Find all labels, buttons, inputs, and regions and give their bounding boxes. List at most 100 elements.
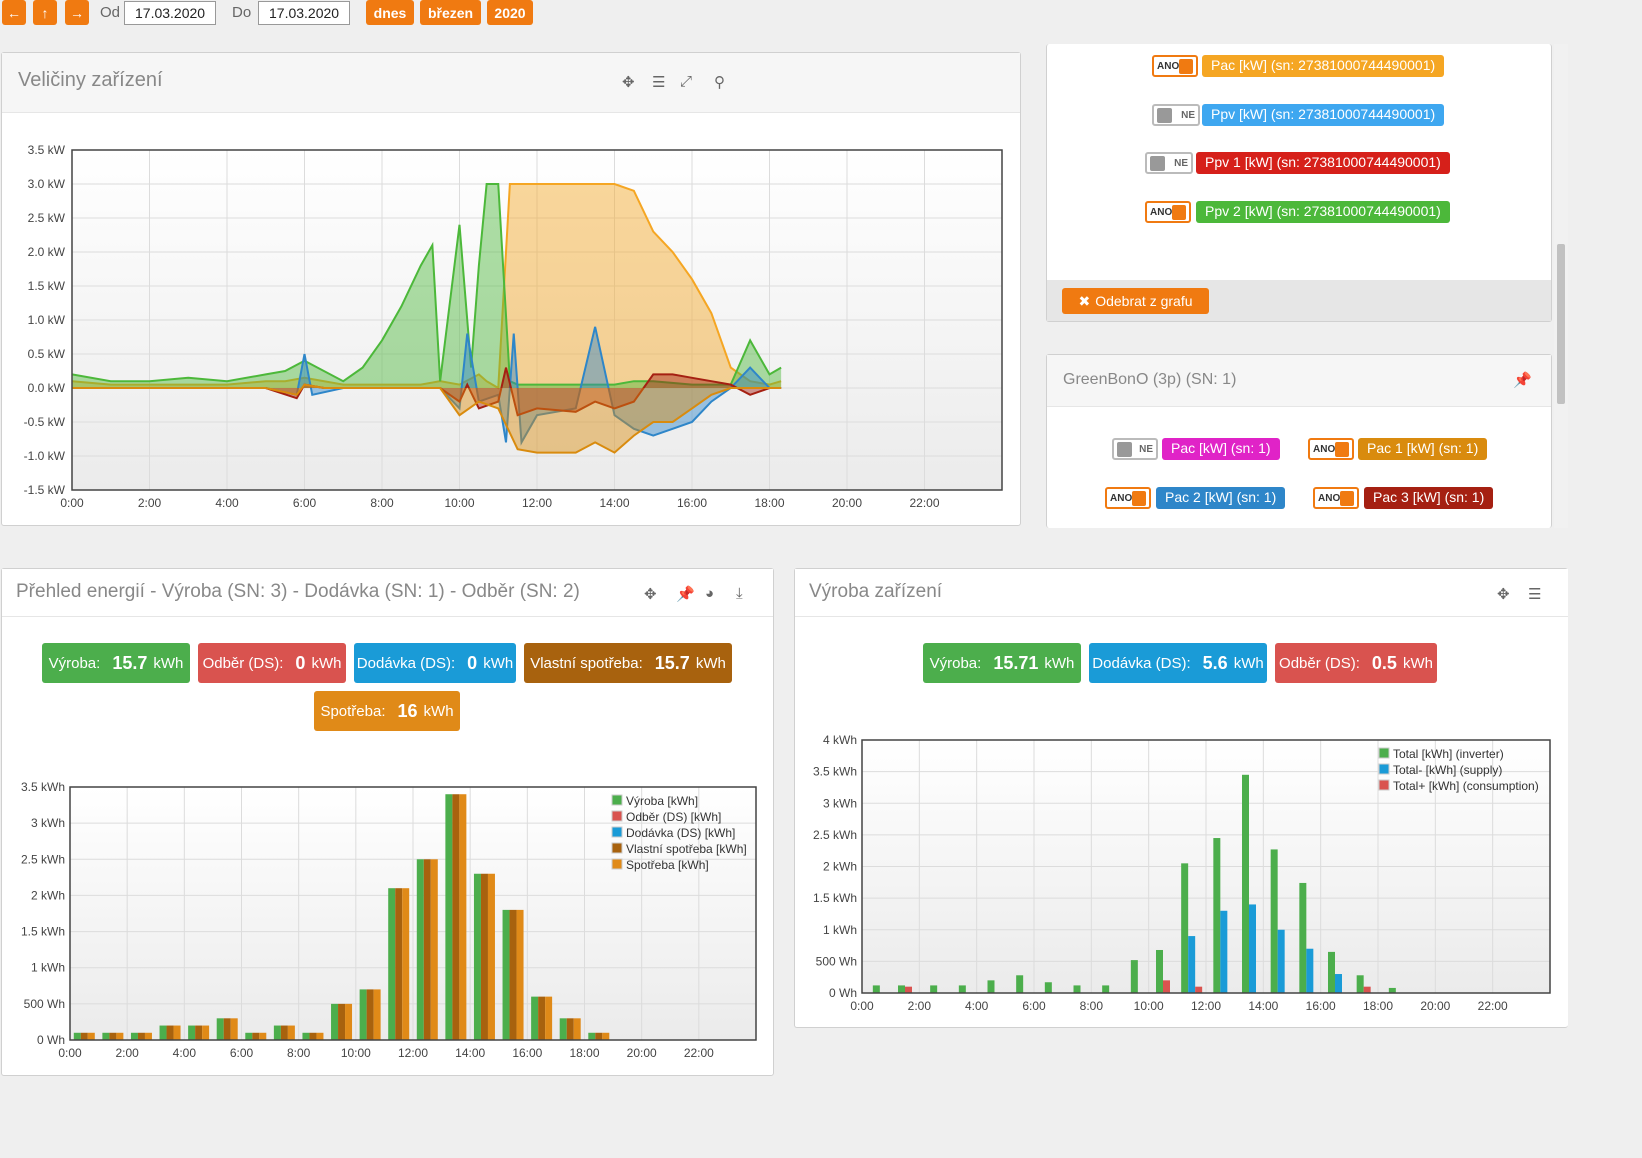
bar (1306, 948, 1314, 993)
x-tick-label: 10:00 (341, 1046, 371, 1060)
bar (338, 1003, 346, 1040)
date-from-input[interactable]: 17.03.2020 (124, 1, 216, 25)
toggle-switch[interactable]: ANO (1313, 487, 1359, 509)
scrollbar-thumb[interactable] (1557, 244, 1565, 404)
legend-swatch (1378, 779, 1390, 791)
toggle-state: ANO (1318, 492, 1341, 504)
legend-label: Spotřeba [kWh] (626, 858, 709, 872)
prev-arrow-button[interactable]: ← (2, 0, 26, 25)
series-line (72, 326, 782, 446)
toggle-knob (1179, 58, 1193, 74)
plot-border (71, 149, 1003, 491)
month-button[interactable]: březen (420, 0, 481, 25)
download-icon[interactable]: ⤓ (736, 585, 743, 602)
toggle-state: ANO (1157, 60, 1180, 72)
y-tick-label: 2.5 kW (28, 211, 66, 225)
stat-unit: kWh (153, 654, 184, 672)
bar (1249, 904, 1256, 993)
toggle-switch[interactable]: NE (1152, 104, 1200, 126)
y-tick-label: 1.5 kWh (813, 891, 857, 905)
next-arrow-button[interactable]: → (65, 0, 89, 25)
x-tick-label: 18:00 (569, 1046, 599, 1060)
y-tick-label: 0 Wh (37, 1033, 65, 1047)
up-arrow-button[interactable]: ↑ (33, 0, 57, 25)
panel-title: Výroba zařízení (809, 581, 943, 602)
bar (1277, 929, 1285, 993)
move-icon[interactable]: ✥ (644, 586, 657, 603)
x-tick-label: 20:00 (1420, 999, 1450, 1013)
y-tick-label: 2 kWh (31, 888, 65, 902)
list-icon[interactable]: ☰ (652, 74, 666, 91)
legend-swatch (611, 810, 623, 822)
legend-swatch (611, 858, 623, 870)
toggle-switch[interactable]: ANO (1152, 55, 1198, 77)
y-tick-label: 0.0 kW (28, 381, 66, 395)
stat-box: Dodávka (DS): 5.6 kWh (1089, 643, 1267, 683)
y-tick-label: 3.5 kWh (813, 765, 857, 779)
bar (202, 1025, 210, 1040)
stat-unit: kWh (1044, 654, 1075, 672)
bar (531, 996, 539, 1040)
panel-header: GreenBonO (3p) (SN: 1) 📌 (1047, 355, 1551, 407)
toggle-switch[interactable]: NE (1145, 152, 1193, 174)
stat-value: 5.6 (1202, 652, 1228, 673)
toggle-switch[interactable]: ANO (1145, 201, 1191, 223)
y-tick-label: 0 Wh (829, 986, 857, 1000)
bar (1335, 974, 1342, 993)
date-to-input[interactable]: 17.03.2020 (258, 1, 350, 25)
series-tag: Pac 3 [kW] (sn: 1) (1364, 487, 1494, 509)
x-tick-label: 18:00 (754, 496, 784, 510)
pin-icon[interactable]: 📌 (1513, 372, 1532, 389)
y-tick-label: 2 kWh (823, 860, 857, 874)
toggle-switch[interactable]: NE (1112, 438, 1158, 460)
od-label: Od (100, 4, 121, 21)
toggle-switch[interactable]: ANO (1105, 487, 1151, 509)
bar (573, 1018, 581, 1040)
bar (230, 1018, 238, 1040)
today-button[interactable]: dnes (366, 0, 414, 25)
expand-icon[interactable]: ⤢ (680, 73, 693, 90)
x-tick-label: 12:00 (522, 496, 552, 510)
pin-icon[interactable]: 📌 (676, 586, 695, 603)
bar (987, 980, 995, 993)
move-icon[interactable]: ✥ (622, 74, 635, 91)
series-tag: Ppv 2 [kW] (sn: 27381000744490001) (1196, 201, 1450, 223)
plot-area: 4 kWh 3.5 kWh 3 kWh 2.5 kWh 2 kWh 1.5 kWh 1 kW… (813, 733, 1551, 1013)
bar (1156, 949, 1163, 993)
remove-from-graph-button[interactable]: ✖ Odebrat z grafu (1062, 288, 1209, 314)
bar (195, 1025, 203, 1040)
bar (345, 1003, 353, 1040)
bar (566, 1018, 574, 1040)
arrow-left-icon: ← (7, 4, 21, 21)
arrow-right-icon: → (70, 4, 84, 21)
bar (516, 909, 524, 1040)
bar (1073, 985, 1081, 993)
bar (1213, 838, 1221, 993)
pie-chart-icon[interactable]: ◕ (705, 585, 715, 602)
bar (1195, 986, 1203, 993)
move-icon[interactable]: ✥ (1497, 586, 1510, 603)
close-icon: ✖ (1078, 292, 1091, 309)
series-tag: Pac [kW] (sn: 27381000744490001) (1202, 55, 1445, 77)
toggle-switch[interactable]: ANO (1308, 438, 1354, 460)
bar (473, 873, 481, 1040)
stat-label: Spotřeba: (320, 702, 386, 720)
stat-label: Odběr (DS): (202, 654, 284, 672)
legend-swatch (1378, 763, 1390, 775)
x-tick-label: 10:00 (1134, 999, 1164, 1013)
stat-box: Vlastní spotřeba: 15.7 kWh (524, 643, 732, 683)
bar (102, 1032, 110, 1040)
zoom-icon[interactable]: ⚲ (714, 74, 725, 91)
list-icon[interactable]: ☰ (1528, 586, 1542, 603)
x-tick-label: 14:00 (599, 496, 629, 510)
bar (423, 859, 431, 1040)
bar (166, 1025, 174, 1040)
bar (930, 985, 938, 993)
quantities-chart: 3.5 kW 3.0 kW 2.5 kW 2.0 kW 1.5 kW 1.0 kW 0.5 … (24, 143, 1003, 510)
panel-title: GreenBonO (3p) (SN: 1) (1063, 371, 1237, 388)
bar (252, 1032, 260, 1040)
bar (388, 888, 396, 1040)
bar (445, 794, 453, 1040)
year-button[interactable]: 2020 (487, 0, 533, 25)
scrollbar[interactable] (1554, 44, 1568, 528)
